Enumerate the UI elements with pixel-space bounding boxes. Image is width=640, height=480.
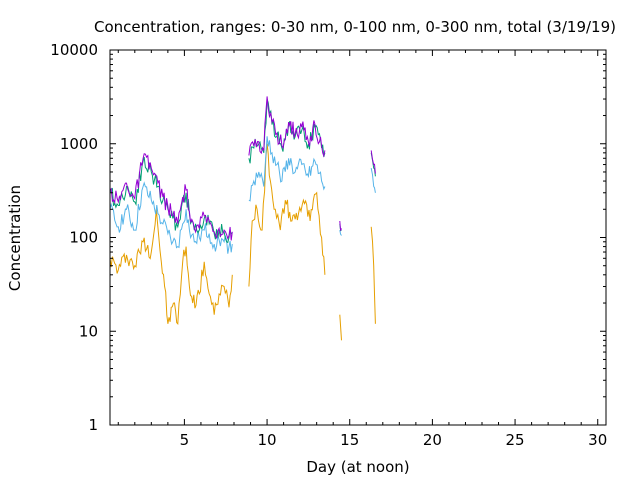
y-axis-title: Concentration [6, 185, 24, 291]
series-3-segment-2 [339, 220, 342, 231]
y-tick-label-2: 100 [69, 229, 98, 247]
series-0-segment-2 [339, 314, 342, 341]
series-0 [109, 143, 376, 341]
series-0-segment-0 [109, 209, 233, 326]
x-tick-label-4: 25 [506, 431, 525, 449]
series-3-segment-0 [109, 153, 233, 241]
series-3 [109, 96, 376, 241]
plot-frame [109, 49, 607, 426]
chart-title: Concentration, ranges: 0-30 nm, 0-100 nm… [94, 18, 616, 36]
x-tick-label-2: 15 [340, 431, 359, 449]
series-layer [109, 96, 376, 341]
x-tick-label-3: 20 [423, 431, 442, 449]
series-0-segment-1 [248, 143, 326, 287]
y-tick-label-1: 10 [79, 322, 98, 340]
series-2-segment-0 [109, 156, 233, 244]
series-1-segment-1 [248, 136, 326, 202]
x-axis-title: Day (at noon) [306, 458, 409, 476]
series-1-segment-2 [339, 230, 342, 236]
series-1-segment-0 [109, 181, 233, 254]
x-tick-label-0: 5 [180, 431, 190, 449]
series-3-segment-1 [248, 96, 326, 158]
series-0-segment-3 [370, 226, 376, 324]
y-tick-label-4: 10000 [50, 41, 98, 59]
series-1 [109, 136, 376, 254]
x-tick-label-5: 30 [588, 431, 607, 449]
y-tick-label-0: 1 [88, 416, 98, 434]
y-tick-label-3: 1000 [60, 135, 98, 153]
x-tick-label-1: 10 [258, 431, 277, 449]
series-1-segment-3 [370, 168, 376, 193]
series-3-segment-3 [370, 150, 376, 174]
